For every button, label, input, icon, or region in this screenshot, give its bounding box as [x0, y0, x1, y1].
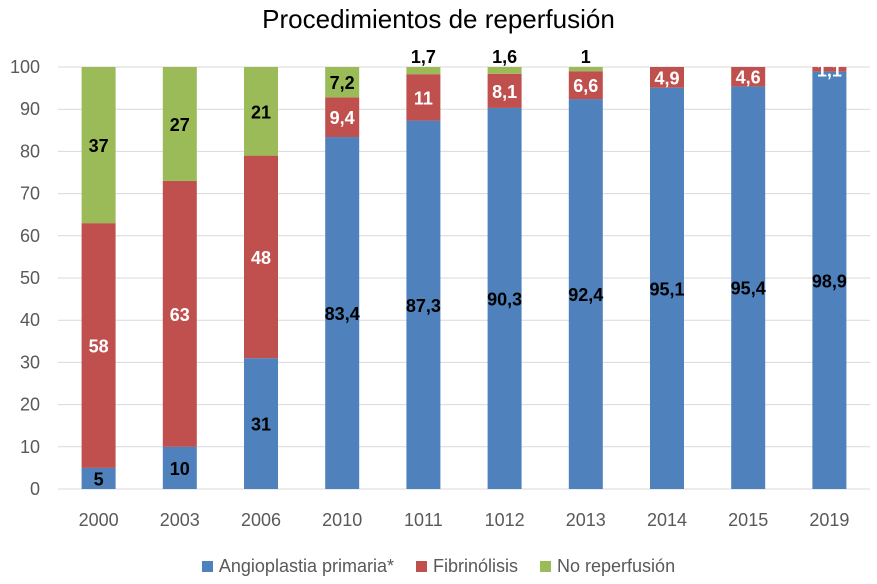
data-label: 5	[94, 469, 104, 489]
legend-label: No reperfusión	[557, 556, 676, 576]
data-label: 95,1	[649, 279, 684, 299]
y-tick-label: 0	[30, 479, 40, 499]
bar-segment	[162, 180, 197, 447]
bar-segment	[731, 67, 766, 87]
bar-segment	[162, 67, 197, 181]
data-label: 37	[89, 136, 109, 156]
legend: Angioplastia primaria* Fibrinólisis No r…	[0, 556, 877, 577]
x-tick-label: 2000	[79, 510, 119, 530]
y-tick-label: 30	[20, 352, 40, 372]
data-label: 92,4	[568, 285, 603, 305]
y-tick-label: 10	[20, 437, 40, 457]
bar-segment	[81, 67, 116, 224]
bar-segment	[81, 467, 116, 489]
legend-label: Angioplastia primaria*	[218, 556, 394, 576]
y-tick-label: 70	[20, 184, 40, 204]
data-label: 1	[581, 47, 591, 67]
x-tick-label: 2014	[647, 510, 687, 530]
data-label: 21	[251, 102, 271, 122]
x-tick-label: 2019	[809, 510, 849, 530]
x-tick-label: 2006	[241, 510, 281, 530]
legend-item-no-reperfusion: No reperfusión	[540, 556, 675, 577]
bar-segment	[162, 446, 197, 489]
data-label: 63	[170, 305, 190, 325]
data-label: 6,6	[573, 76, 598, 96]
bar-segment	[487, 73, 522, 108]
bar-segment	[568, 71, 603, 100]
data-label: 48	[251, 248, 271, 268]
legend-label: Fibrinólisis	[432, 556, 519, 576]
data-label: 1,1	[817, 60, 842, 80]
bar-segment	[406, 74, 441, 121]
x-tick-label: 1012	[485, 510, 525, 530]
data-label: 95,4	[731, 279, 766, 299]
bar-segment	[650, 87, 684, 489]
bar-segment	[325, 137, 360, 489]
data-label: 9,4	[330, 108, 355, 128]
bar-segment	[325, 97, 360, 138]
data-label: 4,6	[736, 68, 761, 88]
legend-swatch	[201, 561, 213, 572]
bar-segment	[568, 99, 603, 490]
data-label: 58	[89, 337, 109, 357]
bar-segment	[325, 67, 360, 98]
bar-segment	[81, 223, 116, 468]
data-label: 87,3	[406, 296, 441, 316]
x-tick-label: 1011	[404, 510, 443, 530]
data-label: 10	[170, 459, 190, 479]
data-label: 27	[170, 115, 190, 135]
data-label: 98,9	[812, 271, 847, 291]
legend-item-fibrinolisis: Fibrinólisis	[415, 556, 519, 577]
data-label: 1,6	[492, 47, 517, 67]
x-tick-label: 2013	[566, 510, 606, 530]
bar-segment	[406, 67, 441, 75]
legend-swatch	[415, 561, 427, 572]
data-label: 83,4	[325, 304, 360, 324]
y-tick-label: 20	[20, 395, 40, 415]
y-tick-label: 40	[20, 310, 40, 330]
data-label: 31	[251, 415, 271, 435]
y-tick-label: 60	[20, 226, 40, 246]
legend-swatch	[540, 561, 552, 572]
bar-segment	[244, 67, 278, 156]
y-tick-label: 90	[20, 99, 40, 119]
bar-segment	[731, 86, 766, 490]
bar-segment	[406, 120, 441, 490]
chart-title: Procedimientos de reperfusión	[262, 4, 615, 34]
data-label: 1,7	[411, 47, 436, 67]
bar-segment	[244, 155, 278, 359]
x-tick-label: 2010	[322, 510, 362, 530]
bar-segment	[650, 67, 684, 88]
y-tick-label: 80	[20, 141, 40, 161]
data-label: 11	[414, 88, 433, 108]
data-label: 7,2	[330, 73, 355, 93]
x-tick-label: 2015	[728, 510, 768, 530]
plot-area: 0 10 20 30 40 50 60 70 80 90 100 5 58 37 2000 10 63 27 200…	[10, 47, 870, 530]
bar-segment	[812, 67, 847, 72]
bar-segment	[244, 358, 278, 489]
y-tick-label: 50	[20, 268, 40, 288]
x-tick-label: 2003	[160, 510, 200, 530]
bar-segment	[487, 107, 522, 490]
data-label: 8,1	[492, 82, 517, 102]
data-label: 4,9	[654, 68, 679, 88]
bar-segment	[487, 67, 522, 74]
y-tick-label: 100	[10, 57, 40, 77]
bar-segment	[812, 71, 847, 489]
bar-segment	[568, 67, 603, 72]
data-label: 90,3	[487, 289, 522, 309]
legend-item-angioplastia: Angioplastia primaria*	[201, 556, 394, 577]
